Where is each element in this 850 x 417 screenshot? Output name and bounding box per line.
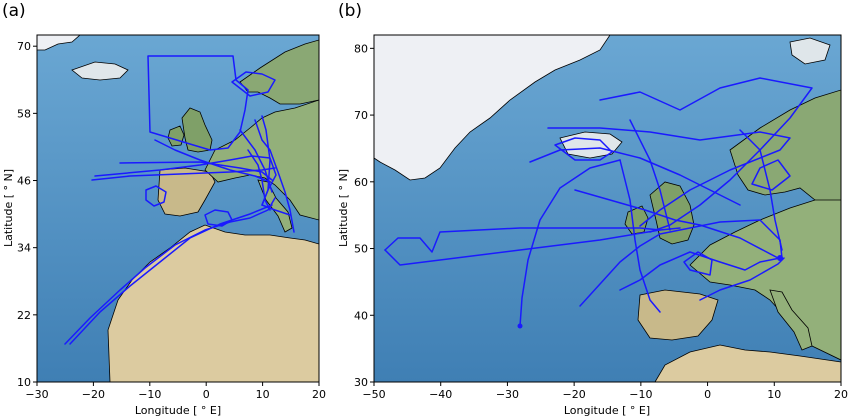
panel-a-xlabel: Longitude [ ° E] [135,404,221,417]
europe-landmass [689,199,841,361]
x-tick-label: 10 [256,388,270,401]
flight-track [574,189,779,259]
flight-track [147,55,249,151]
flight-track [519,159,621,327]
flight-track [154,139,271,183]
y-tick-label: 80 [354,42,368,55]
panel-a-axes: −30 −20 −10 0 10 20 10 22 34 46 58 70 [17,40,326,401]
x-tick-label: −50 [362,388,385,401]
y-tick-label: 70 [17,40,31,53]
y-tick-label: 34 [17,242,31,255]
panel-b-label: (b) [338,1,362,21]
y-tick-label: 30 [354,376,368,389]
svalbard-landmass [789,37,831,65]
x-tick-label: 0 [704,388,711,401]
flight-track [384,227,681,253]
x-tick-label: 0 [203,388,210,401]
flight-track [619,251,781,291]
panel-b-ylabel: Latitude [ ° N] [337,169,350,247]
panel-b-frame [373,34,842,383]
flight-tracks-b [384,77,813,329]
flight-track [751,159,791,191]
scandinavia-landmass [239,39,319,105]
y-tick-label: 58 [17,107,31,120]
africa-landmass [654,344,841,382]
iberia-landmass [637,289,719,341]
y-tick-label: 60 [354,176,368,189]
flight-track [599,77,813,233]
panel-a-label: (a) [2,1,26,21]
x-tick-label: −40 [429,388,452,401]
y-tick-label: 10 [17,376,31,389]
flight-track [547,127,791,227]
x-tick-label: −20 [563,388,586,401]
x-tick-label: 20 [312,388,326,401]
greenland-edge [37,35,81,51]
panel-a: (a) [2,1,326,417]
flight-track [554,137,613,161]
y-tick-label: 50 [354,243,368,256]
flight-track [247,149,271,211]
panel-b-axes: −50 −40 −30 −20 −10 0 10 20 30 40 50 60 70 80 [354,42,848,401]
x-tick-label: −10 [138,388,161,401]
y-tick-label: 40 [354,309,368,322]
flight-track [579,219,783,307]
flight-track [384,229,661,266]
panel-b-xlabel: Longitude [ ° E] [564,404,650,417]
x-tick-label: −20 [82,388,105,401]
flight-track [629,119,671,231]
greenland-landmass [374,35,611,181]
italy-landmass [769,289,813,351]
flight-track [254,119,295,233]
flight-tracks-a [64,55,295,345]
x-tick-label: −10 [629,388,652,401]
flight-track [261,115,291,216]
x-tick-label: 10 [767,388,781,401]
flight-track [119,161,273,181]
x-tick-label: −30 [25,388,48,401]
track-endpoint [777,255,783,261]
flight-track [683,251,713,276]
flight-track [231,71,276,97]
x-tick-label: −30 [496,388,519,401]
flight-track [529,147,741,206]
track-endpoint [517,323,523,329]
y-tick-label: 46 [17,175,31,188]
iceland-landmass [71,61,129,81]
flight-track [145,185,167,207]
iberia-landmass [157,167,216,217]
y-tick-label: 70 [354,109,368,122]
panel-a-ylabel: Latitude [ ° N] [2,169,15,247]
y-tick-label: 22 [17,309,31,322]
flight-track [619,159,661,313]
flight-track [699,257,785,301]
panel-b: (b) [337,1,848,417]
flight-track [739,129,783,251]
flight-track [239,129,273,193]
europe-landmass [204,99,319,221]
flight-track [69,204,273,345]
panel-b-map [374,35,841,382]
x-tick-label: 20 [834,388,848,401]
british-isles-landmass [181,107,213,153]
panel-a-frame [36,34,320,383]
